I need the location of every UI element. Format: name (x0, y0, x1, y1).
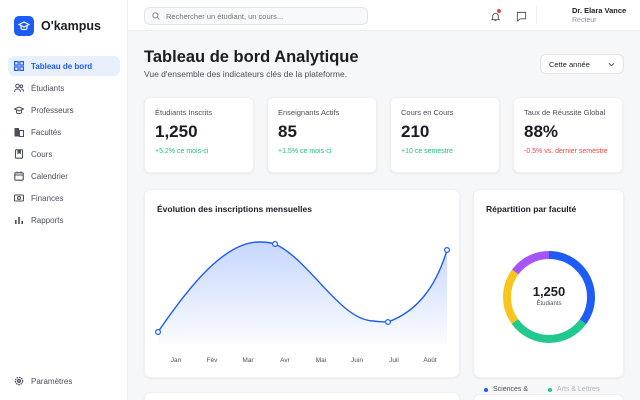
search-icon (152, 7, 160, 25)
kpi-card-courses: Cours en Cours 210 +10 ce semestre (390, 97, 500, 173)
donut-label: Étudiants (536, 301, 562, 307)
donut-legend: Sciences & Arts & Lettres (484, 386, 599, 393)
donut-total: 1,250 (532, 284, 566, 299)
user-profile[interactable]: Dr. Elara Vance Recteur (572, 6, 626, 24)
money-icon (14, 193, 24, 203)
logo[interactable]: O'kampus (14, 16, 101, 36)
sidebar-item-calendar[interactable]: Calendrier (8, 166, 120, 186)
sidebar: O'kampus Tableau de bord Étudiants Profe… (0, 0, 128, 400)
kpi-card-success-rate: Taux de Réussite Global 88% -0.5% vs. de… (513, 97, 623, 173)
sidebar-nav: Tableau de bord Étudiants Professeurs Fa… (8, 56, 120, 232)
sidebar-item-label: Cours (31, 149, 53, 159)
divider (536, 6, 537, 24)
kpi-value: 88% (524, 122, 559, 141)
page-title: Tableau de bord Analytique (144, 48, 359, 66)
legend-item: Sciences & (484, 386, 528, 393)
page-subtitle: Vue d'ensemble des indicateurs clés de l… (144, 69, 348, 79)
settings-label: Paramètres (31, 376, 73, 386)
user-name: Dr. Elara Vance (572, 6, 627, 15)
sidebar-item-professors[interactable]: Professeurs (8, 100, 120, 120)
legend-label: Arts & Lettres (557, 386, 600, 393)
kpi-value: 1,250 (155, 122, 198, 141)
legend-label: Sciences & (493, 386, 529, 393)
sidebar-item-label: Calendrier (31, 171, 68, 181)
x-label: Avr (280, 357, 290, 364)
graduation-cap-icon (14, 16, 34, 36)
period-select[interactable]: Cette année (540, 54, 624, 74)
calendar-icon (14, 171, 24, 181)
chart-title: Évolution des inscriptions mensuelles (157, 204, 312, 214)
x-label: Mai (315, 357, 327, 364)
graduation-cap-icon (14, 105, 24, 115)
sidebar-item-courses[interactable]: Cours (8, 144, 120, 164)
kpi-label: Enseignants Actifs (278, 108, 340, 117)
search-input[interactable] (166, 11, 356, 21)
donut-center: 1,250 Étudiants (509, 284, 589, 307)
users-icon (14, 83, 24, 93)
kpi-label: Taux de Réussite Global (524, 108, 606, 117)
sidebar-item-finances[interactable]: Finances (8, 188, 120, 208)
message-icon[interactable] (516, 9, 527, 23)
bar-chart-icon (14, 215, 24, 225)
x-label: Mar (242, 357, 254, 364)
topbar: Dr. Elara Vance Recteur (128, 0, 640, 31)
sidebar-item-label: Tableau de bord (31, 61, 93, 71)
x-label: Août (423, 357, 437, 364)
sidebar-item-label: Finances (31, 193, 64, 203)
sidebar-item-faculties[interactable]: Facultés (8, 122, 120, 142)
building-icon (14, 127, 24, 137)
kpi-label: Cours en Cours (401, 108, 454, 117)
sidebar-item-label: Étudiants (31, 83, 65, 93)
enrollment-chart-card: Évolution des inscriptions mensuelles Ja… (144, 189, 460, 378)
lower-card-right (473, 394, 624, 400)
sidebar-item-settings[interactable]: Paramètres (14, 376, 72, 386)
chart-title: Répartition par faculté (486, 204, 577, 214)
x-label: Jan (170, 357, 182, 364)
notification-bell-icon[interactable] (490, 9, 501, 22)
kpi-label: Étudiants Inscrits (155, 108, 213, 117)
faculty-donut-chart (503, 251, 595, 343)
app-name: O'kampus (41, 19, 101, 33)
book-icon (14, 149, 24, 159)
sidebar-item-students[interactable]: Étudiants (8, 78, 120, 98)
sidebar-item-label: Facultés (31, 127, 62, 137)
x-label: Juil (389, 357, 399, 364)
legend-dot (484, 387, 488, 392)
kpi-delta: +10 ce semestre (401, 148, 453, 155)
dashboard-icon (14, 61, 24, 71)
kpi-card-teachers: Enseignants Actifs 85 +1.5% ce mois-ci (267, 97, 377, 173)
lower-card-left (144, 392, 460, 400)
sidebar-item-label: Rapports (31, 215, 64, 225)
search-box[interactable] (144, 7, 368, 25)
faculty-distribution-card: Répartition par faculté 1,250 Étudiants (473, 189, 624, 378)
kpi-delta: -0.5% vs. dernier semestre (524, 148, 608, 155)
sidebar-item-reports[interactable]: Rapports (8, 210, 120, 230)
kpi-delta: +1.5% ce mois-ci (278, 148, 332, 155)
chevron-down-icon (608, 60, 615, 69)
kpi-value: 85 (278, 122, 297, 141)
sidebar-item-label: Professeurs (31, 105, 74, 115)
enrollment-line-chart (155, 240, 451, 344)
sidebar-item-dashboard[interactable]: Tableau de bord (8, 56, 120, 76)
x-label: Juin (351, 357, 363, 364)
user-role: Recteur (572, 17, 597, 24)
x-label: Fév (206, 357, 218, 364)
kpi-delta: +5.2% ce mois-ci (155, 148, 209, 155)
gear-icon (14, 376, 24, 386)
legend-dot (548, 387, 553, 392)
notification-dot (497, 9, 501, 13)
period-select-value: Cette année (549, 59, 590, 69)
kpi-value: 210 (401, 122, 430, 141)
legend-item: Arts & Lettres (548, 386, 599, 393)
kpi-card-students: Étudiants Inscrits 1,250 +5.2% ce mois-c… (144, 97, 254, 173)
